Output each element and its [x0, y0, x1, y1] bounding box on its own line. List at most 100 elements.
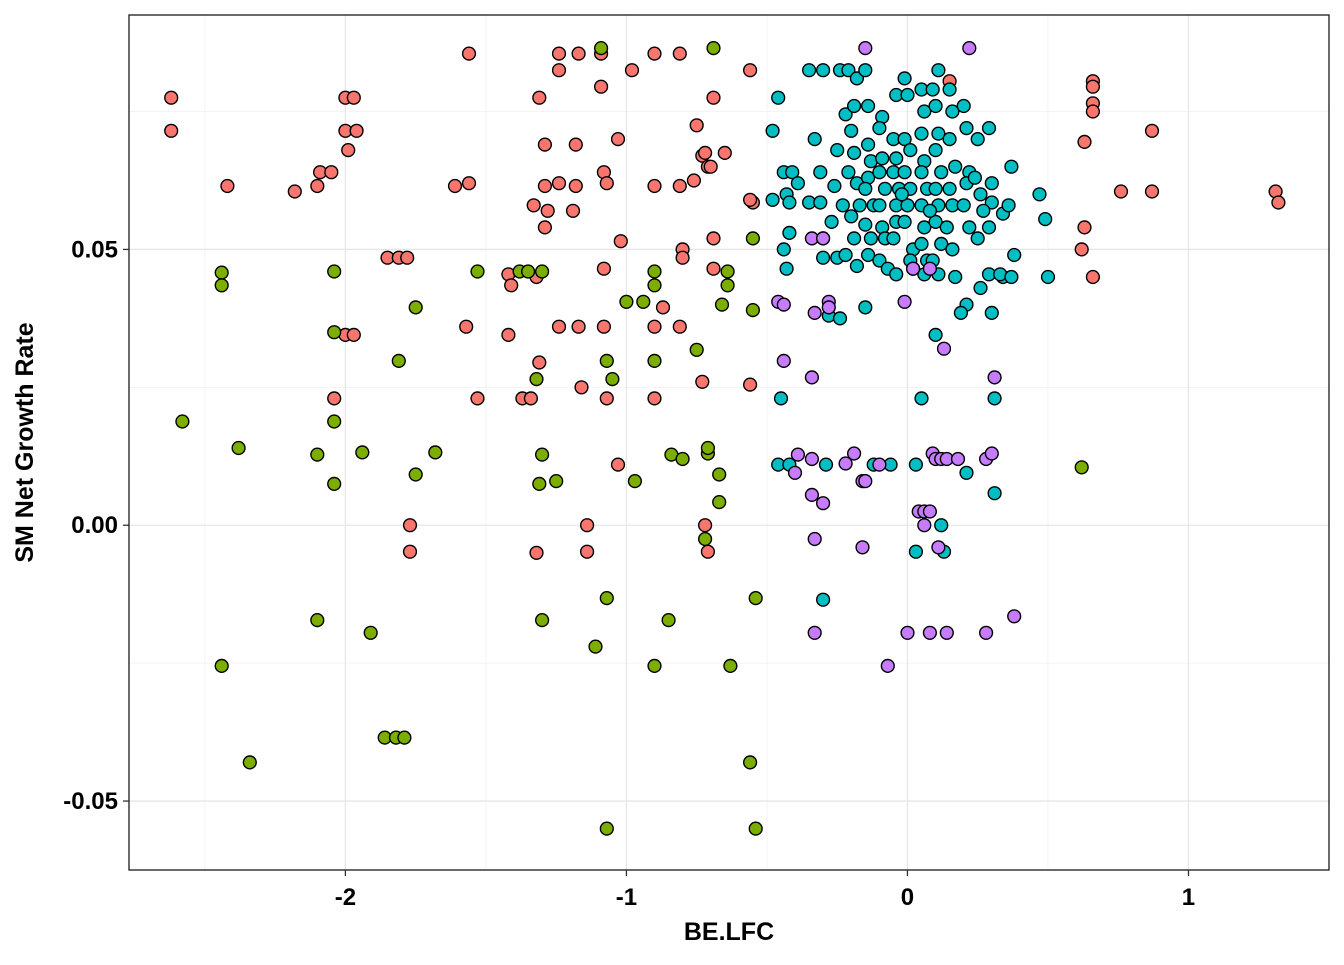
- data-point: [551, 46, 567, 61]
- data-point: [706, 261, 721, 276]
- data-point: [844, 123, 859, 138]
- data-point: [706, 231, 721, 246]
- data-point: [571, 46, 586, 61]
- data-point: [872, 121, 887, 136]
- data-point: [776, 242, 791, 257]
- data-point: [1085, 104, 1101, 119]
- data-point: [934, 236, 949, 252]
- data-point: [574, 380, 589, 395]
- data-point: [872, 165, 887, 180]
- data-point: [815, 63, 831, 78]
- data-point: [599, 821, 614, 836]
- data-point: [815, 496, 831, 511]
- data-point: [782, 195, 797, 210]
- data-point: [875, 151, 890, 166]
- data-point: [987, 391, 1002, 406]
- data-point: [815, 231, 831, 246]
- data-point: [886, 231, 901, 246]
- data-point: [568, 137, 583, 152]
- data-point: [790, 176, 806, 191]
- data-point: [712, 467, 727, 482]
- data-point: [689, 342, 704, 357]
- data-point: [844, 209, 859, 224]
- y-tick-label: 0.00: [71, 512, 118, 539]
- data-point: [959, 121, 974, 136]
- data-point: [175, 414, 190, 429]
- data-point: [647, 658, 662, 674]
- data-point: [534, 264, 550, 279]
- data-point: [922, 203, 938, 218]
- data-point: [672, 46, 687, 61]
- data-point: [984, 446, 999, 461]
- data-point: [568, 178, 583, 194]
- data-point: [532, 476, 547, 492]
- ticks-layer: -2 -1 0 1 -0.05 0.00 0.05: [63, 236, 1195, 911]
- data-point: [858, 40, 873, 56]
- data-point: [1271, 195, 1286, 210]
- data-point: [858, 181, 873, 196]
- data-point: [310, 612, 325, 628]
- data-point: [1074, 242, 1089, 257]
- data-point: [742, 377, 758, 392]
- data-point: [846, 231, 862, 246]
- data-point: [931, 540, 946, 555]
- data-point: [529, 545, 544, 560]
- data-point: [950, 451, 966, 467]
- data-point: [908, 544, 924, 559]
- data-point: [970, 231, 985, 246]
- data-point: [459, 319, 474, 334]
- data-point: [804, 451, 820, 467]
- points-layer: [164, 40, 1286, 836]
- data-point: [897, 165, 912, 180]
- data-point: [324, 165, 339, 180]
- x-tick-label: -2: [335, 884, 356, 911]
- data-point: [942, 82, 957, 97]
- data-point: [953, 305, 969, 321]
- x-tick-label: 1: [1182, 884, 1195, 911]
- data-point: [537, 220, 553, 235]
- data-point: [815, 592, 831, 607]
- data-point: [327, 264, 342, 279]
- data-point: [858, 217, 873, 232]
- data-point: [700, 440, 716, 456]
- data-point: [841, 165, 856, 180]
- x-axis-title: BE.LFC: [684, 918, 774, 946]
- data-point: [1074, 460, 1089, 475]
- data-point: [549, 474, 564, 489]
- data-point: [939, 220, 954, 235]
- data-point: [889, 151, 904, 166]
- data-point: [945, 104, 960, 119]
- data-point: [1077, 134, 1092, 150]
- data-point: [1004, 159, 1019, 174]
- data-point: [551, 319, 567, 334]
- data-point: [804, 487, 820, 503]
- data-point: [720, 278, 735, 293]
- data-point: [242, 755, 257, 770]
- data-point: [647, 353, 662, 369]
- data-point: [742, 63, 758, 78]
- data-point: [928, 181, 943, 196]
- data-point: [327, 476, 342, 492]
- data-point: [801, 63, 817, 78]
- data-point: [835, 198, 850, 213]
- data-point: [672, 319, 687, 334]
- data-point: [714, 297, 730, 312]
- data-point: [599, 391, 614, 406]
- data-point: [928, 214, 943, 230]
- data-point: [776, 297, 791, 312]
- data-point: [984, 176, 999, 191]
- data-point: [1040, 269, 1056, 285]
- data-point: [981, 220, 997, 235]
- data-point: [987, 370, 1002, 385]
- data-point: [1001, 198, 1016, 213]
- data-point: [877, 181, 893, 196]
- data-point: [917, 104, 932, 119]
- data-point: [832, 311, 848, 326]
- data-point: [858, 474, 873, 489]
- data-point: [914, 236, 929, 252]
- data-point: [400, 250, 415, 265]
- data-point: [818, 457, 834, 472]
- data-point: [341, 143, 356, 158]
- data-point: [827, 178, 842, 194]
- data-point: [897, 294, 912, 309]
